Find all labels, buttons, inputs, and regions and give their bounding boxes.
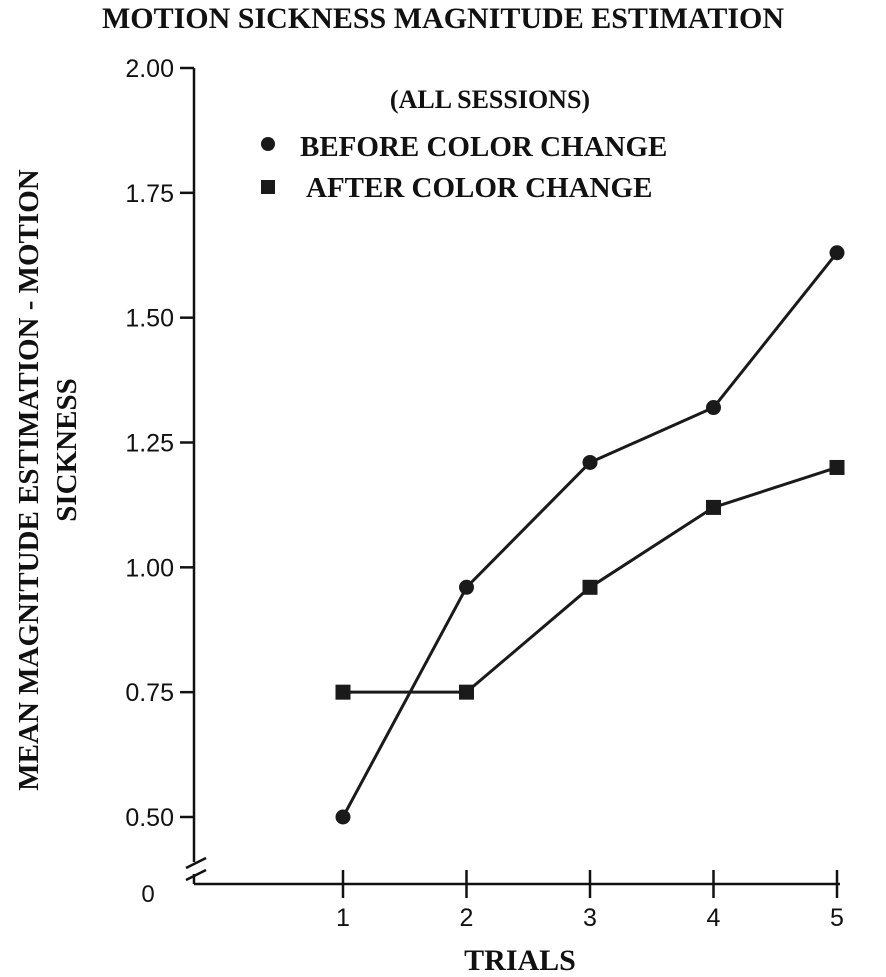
axis-break-mark-2	[185, 868, 207, 882]
legend-marker-before	[261, 137, 275, 151]
data-point-before	[582, 454, 598, 470]
x-axis-label: TRIALS	[464, 944, 576, 977]
x-tick-label: 3	[583, 904, 597, 932]
legend-label-before: BEFORE COLOR CHANGE	[300, 131, 667, 163]
series-line-before	[341, 251, 839, 818]
data-point-after	[829, 459, 845, 475]
y-tick-label: 1.50	[125, 305, 174, 333]
legend-label-after: AFTER COLOR CHANGE	[306, 172, 652, 204]
y-tick-label: 1.25	[125, 430, 174, 458]
data-point-after	[335, 684, 351, 700]
data-point-after	[706, 499, 721, 515]
axis-break-mark-1	[185, 856, 207, 870]
data-point-after	[582, 579, 598, 595]
y-tick-label: 2.00	[125, 55, 174, 83]
y-tick-label: 0.50	[125, 804, 174, 832]
x-tick-label: 4	[707, 904, 721, 932]
data-point-before	[706, 400, 721, 416]
y-tick-label: 1.00	[125, 554, 174, 582]
y-axis-label-line1: MEAN MAGNITUDE ESTIMATION - MOTION	[13, 169, 45, 790]
chart-title: MOTION SICKNESS MAGNITUDE ESTIMATION	[102, 2, 784, 35]
y-axis-label-line2: SICKNESS	[51, 378, 83, 521]
data-point-before	[459, 579, 474, 595]
x-tick-label: 1	[336, 904, 350, 932]
y-origin-label: 0	[141, 881, 154, 908]
x-tick-label: 5	[830, 904, 844, 932]
data-point-after	[459, 684, 474, 700]
legend-subtitle: (ALL SESSIONS)	[390, 85, 590, 114]
data-point-before	[335, 809, 351, 825]
y-tick-label: 0.75	[125, 679, 174, 707]
y-tick-label: 1.75	[125, 180, 174, 208]
legend-marker-after	[261, 180, 275, 194]
data-point-before	[829, 245, 845, 261]
x-tick-label: 2	[460, 904, 474, 932]
